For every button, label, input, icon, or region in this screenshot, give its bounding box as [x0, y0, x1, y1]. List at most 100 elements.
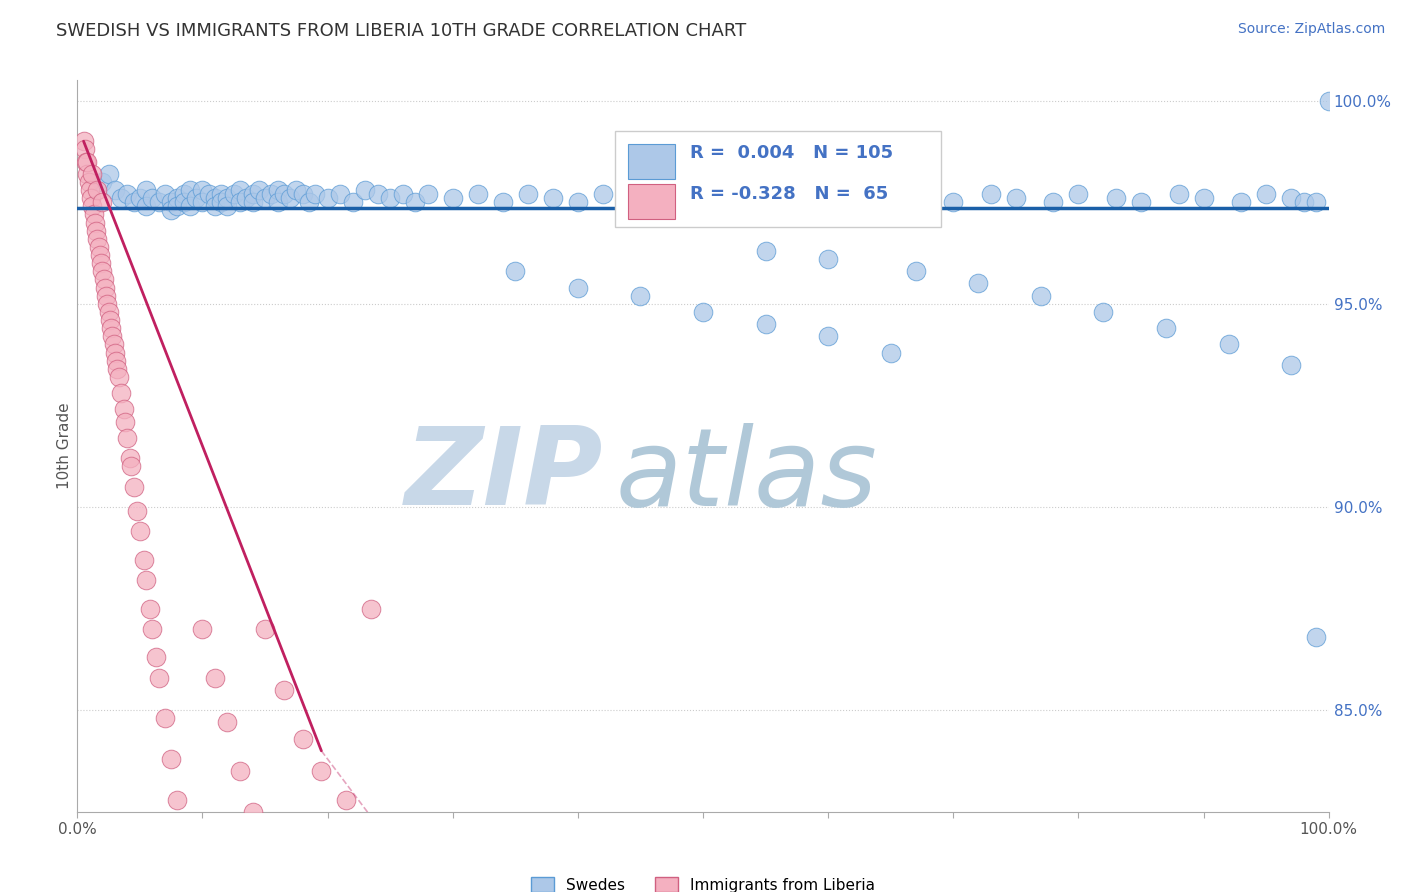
Point: [110, 191, 132, 205]
Point: [141, 191, 163, 205]
Point: [311, 764, 333, 778]
Point: [103, 337, 125, 351]
Point: [304, 187, 326, 202]
Point: [139, 601, 162, 615]
Point: [516, 187, 538, 202]
Point: [93, 272, 115, 286]
Point: [77, 175, 100, 189]
Point: [166, 792, 188, 806]
Point: [817, 329, 839, 343]
Point: [1218, 337, 1240, 351]
Point: [1192, 191, 1215, 205]
Point: [567, 280, 589, 294]
Point: [1092, 305, 1115, 319]
Point: [755, 195, 778, 210]
Point: [1130, 195, 1153, 210]
Point: [817, 191, 839, 205]
Point: [79, 183, 101, 197]
Point: [1005, 191, 1028, 205]
Point: [285, 183, 308, 197]
Point: [89, 248, 111, 262]
Text: R = -0.328   N =  65: R = -0.328 N = 65: [690, 185, 889, 202]
Point: [541, 191, 564, 205]
Point: [117, 187, 139, 202]
Point: [316, 191, 339, 205]
Point: [148, 195, 170, 210]
Point: [120, 459, 142, 474]
Point: [1279, 191, 1302, 205]
Point: [855, 195, 877, 210]
Point: [880, 345, 903, 359]
Point: [904, 264, 927, 278]
Point: [266, 195, 288, 210]
Point: [654, 195, 676, 210]
Point: [980, 187, 1002, 202]
Point: [204, 191, 226, 205]
Point: [135, 183, 157, 197]
Point: [1029, 288, 1052, 302]
Point: [98, 313, 121, 327]
Point: [1105, 191, 1128, 205]
Point: [173, 195, 195, 210]
Point: [191, 622, 214, 636]
Point: [73, 142, 96, 156]
Point: [1317, 94, 1340, 108]
Point: [153, 711, 176, 725]
Point: [82, 167, 104, 181]
Point: [94, 288, 117, 302]
Point: [242, 195, 264, 210]
Point: [127, 504, 149, 518]
Point: [160, 752, 183, 766]
Point: [105, 353, 128, 368]
Point: [1167, 187, 1189, 202]
Point: [416, 187, 439, 202]
Point: [173, 187, 195, 202]
Legend: Swedes, Immigrants from Liberia: Swedes, Immigrants from Liberia: [524, 871, 882, 892]
Point: [97, 167, 120, 181]
Point: [755, 244, 778, 258]
Point: [567, 195, 589, 210]
Point: [1067, 187, 1090, 202]
Point: [90, 256, 112, 270]
Point: [692, 305, 714, 319]
Point: [104, 345, 127, 359]
Point: [229, 195, 252, 210]
Point: [179, 199, 201, 213]
Point: [592, 187, 614, 202]
Point: [145, 650, 167, 665]
Point: [129, 524, 152, 539]
Point: [87, 240, 110, 254]
Point: [298, 195, 321, 210]
Point: [83, 207, 105, 221]
Point: [110, 386, 132, 401]
Point: [84, 224, 107, 238]
Point: [76, 167, 98, 181]
Point: [1305, 195, 1327, 210]
Point: [1230, 195, 1253, 210]
FancyBboxPatch shape: [628, 144, 675, 179]
Point: [235, 191, 257, 205]
Point: [260, 187, 283, 202]
Point: [273, 187, 295, 202]
Point: [360, 601, 382, 615]
Point: [91, 195, 114, 210]
FancyBboxPatch shape: [628, 184, 675, 219]
Point: [135, 199, 157, 213]
Point: [229, 764, 252, 778]
Point: [107, 370, 129, 384]
Point: [278, 191, 301, 205]
Point: [1292, 195, 1315, 210]
Point: [254, 622, 277, 636]
Point: [492, 195, 515, 210]
Point: [72, 134, 94, 148]
Point: [160, 195, 183, 210]
Point: [335, 792, 357, 806]
Point: [755, 317, 778, 331]
Text: SWEDISH VS IMMIGRANTS FROM LIBERIA 10TH GRADE CORRELATION CHART: SWEDISH VS IMMIGRANTS FROM LIBERIA 10TH …: [56, 22, 747, 40]
Point: [273, 682, 295, 697]
Point: [730, 191, 752, 205]
Point: [792, 187, 814, 202]
Point: [247, 183, 270, 197]
Point: [104, 183, 127, 197]
Point: [217, 191, 239, 205]
